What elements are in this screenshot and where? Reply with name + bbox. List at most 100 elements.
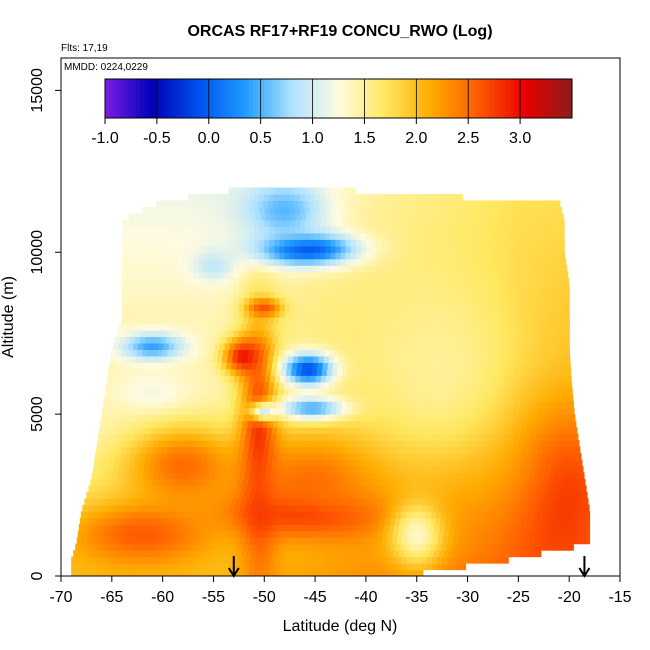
heat-cell xyxy=(261,394,268,402)
heat-cell xyxy=(284,414,290,422)
heat-cell xyxy=(352,323,359,331)
heat-cell xyxy=(376,329,382,338)
heat-cell xyxy=(406,278,413,286)
heat-cell xyxy=(360,284,367,292)
heat-cell xyxy=(374,498,380,506)
heat-cell xyxy=(247,517,254,525)
heat-cell xyxy=(473,342,480,350)
heat-cell xyxy=(439,394,446,402)
heat-cell xyxy=(544,504,551,512)
heat-cell xyxy=(254,537,261,545)
heat-cell xyxy=(233,329,240,338)
heat-cell xyxy=(147,245,154,253)
heat-cell xyxy=(269,226,276,234)
heat-cell xyxy=(575,504,581,512)
heat-cell xyxy=(515,323,521,331)
heat-cell xyxy=(378,459,385,467)
heat-cell xyxy=(426,556,433,564)
heat-cell xyxy=(528,232,535,240)
heat-cell xyxy=(96,556,103,564)
heat-cell xyxy=(243,297,250,305)
heat-cell xyxy=(503,258,509,266)
heat-cell xyxy=(487,271,494,279)
heat-cell xyxy=(333,336,340,344)
heat-cell xyxy=(373,427,380,435)
heat-cell xyxy=(162,245,169,253)
heat-cell xyxy=(513,472,520,480)
heat-cell xyxy=(424,394,431,402)
heat-cell xyxy=(387,368,394,376)
heat-cell xyxy=(218,252,225,260)
heat-cell xyxy=(202,478,208,486)
heat-cell xyxy=(374,336,380,344)
heat-cell xyxy=(188,304,194,312)
heat-cell xyxy=(310,265,316,273)
heat-cell xyxy=(249,329,255,338)
heat-cell xyxy=(547,517,554,525)
heat-cell xyxy=(125,388,132,396)
heat-cell xyxy=(293,517,299,525)
heat-cell xyxy=(528,511,534,519)
heat-cell xyxy=(199,401,206,409)
heat-cell xyxy=(538,284,545,292)
heat-cell xyxy=(398,459,405,467)
heat-cell xyxy=(500,394,507,402)
heat-cell xyxy=(228,265,235,273)
heat-cell xyxy=(133,368,140,376)
heat-cell xyxy=(299,291,306,299)
heat-cell xyxy=(383,362,390,370)
heat-cell xyxy=(487,284,494,292)
heat-cell xyxy=(330,245,337,253)
heat-cell xyxy=(513,304,519,312)
heat-cell xyxy=(363,427,370,435)
heat-cell xyxy=(261,524,268,532)
heat-cell xyxy=(142,556,148,564)
heat-cell xyxy=(295,440,301,448)
heat-cell xyxy=(238,232,245,240)
heat-cell xyxy=(300,440,307,448)
heat-cell xyxy=(439,323,445,331)
heat-cell xyxy=(216,362,222,370)
heat-cell xyxy=(454,485,461,493)
heat-cell xyxy=(386,271,392,279)
heat-cell xyxy=(121,232,128,240)
heat-cell xyxy=(132,291,138,299)
heat-cell xyxy=(179,401,186,409)
heat-cell xyxy=(241,362,248,370)
heat-cell xyxy=(543,446,549,454)
heat-cell xyxy=(112,504,119,512)
heat-cell xyxy=(303,478,310,486)
heat-cell xyxy=(429,459,436,467)
heat-cell xyxy=(370,291,377,299)
heat-cell xyxy=(370,265,377,273)
heat-cell xyxy=(329,478,335,486)
heat-cell xyxy=(137,375,144,383)
heat-cell xyxy=(496,388,503,396)
heat-cell xyxy=(143,433,150,441)
heat-cell xyxy=(185,485,191,493)
heat-cell xyxy=(559,407,566,415)
heat-cell xyxy=(270,368,277,376)
heat-cell xyxy=(187,543,193,551)
heat-cell xyxy=(520,550,527,558)
heat-cell xyxy=(212,414,219,422)
heat-cell xyxy=(311,433,318,441)
heat-cell xyxy=(279,569,286,576)
heat-cell xyxy=(287,459,293,467)
heat-cell xyxy=(426,349,433,357)
heat-cell xyxy=(249,258,255,266)
heat-cell xyxy=(229,440,235,448)
heat-cell xyxy=(441,478,447,486)
heat-cell xyxy=(503,239,509,247)
heat-cell xyxy=(289,310,296,318)
heat-cell xyxy=(147,278,154,286)
heat-cell xyxy=(354,355,360,363)
heat-cell xyxy=(264,556,270,564)
heat-cell xyxy=(81,556,88,564)
heat-cell xyxy=(347,433,353,441)
heat-cell xyxy=(249,537,256,545)
heat-cell xyxy=(148,368,155,376)
heat-cell xyxy=(304,291,311,299)
heat-cell xyxy=(222,517,228,525)
heat-cell xyxy=(132,304,138,312)
